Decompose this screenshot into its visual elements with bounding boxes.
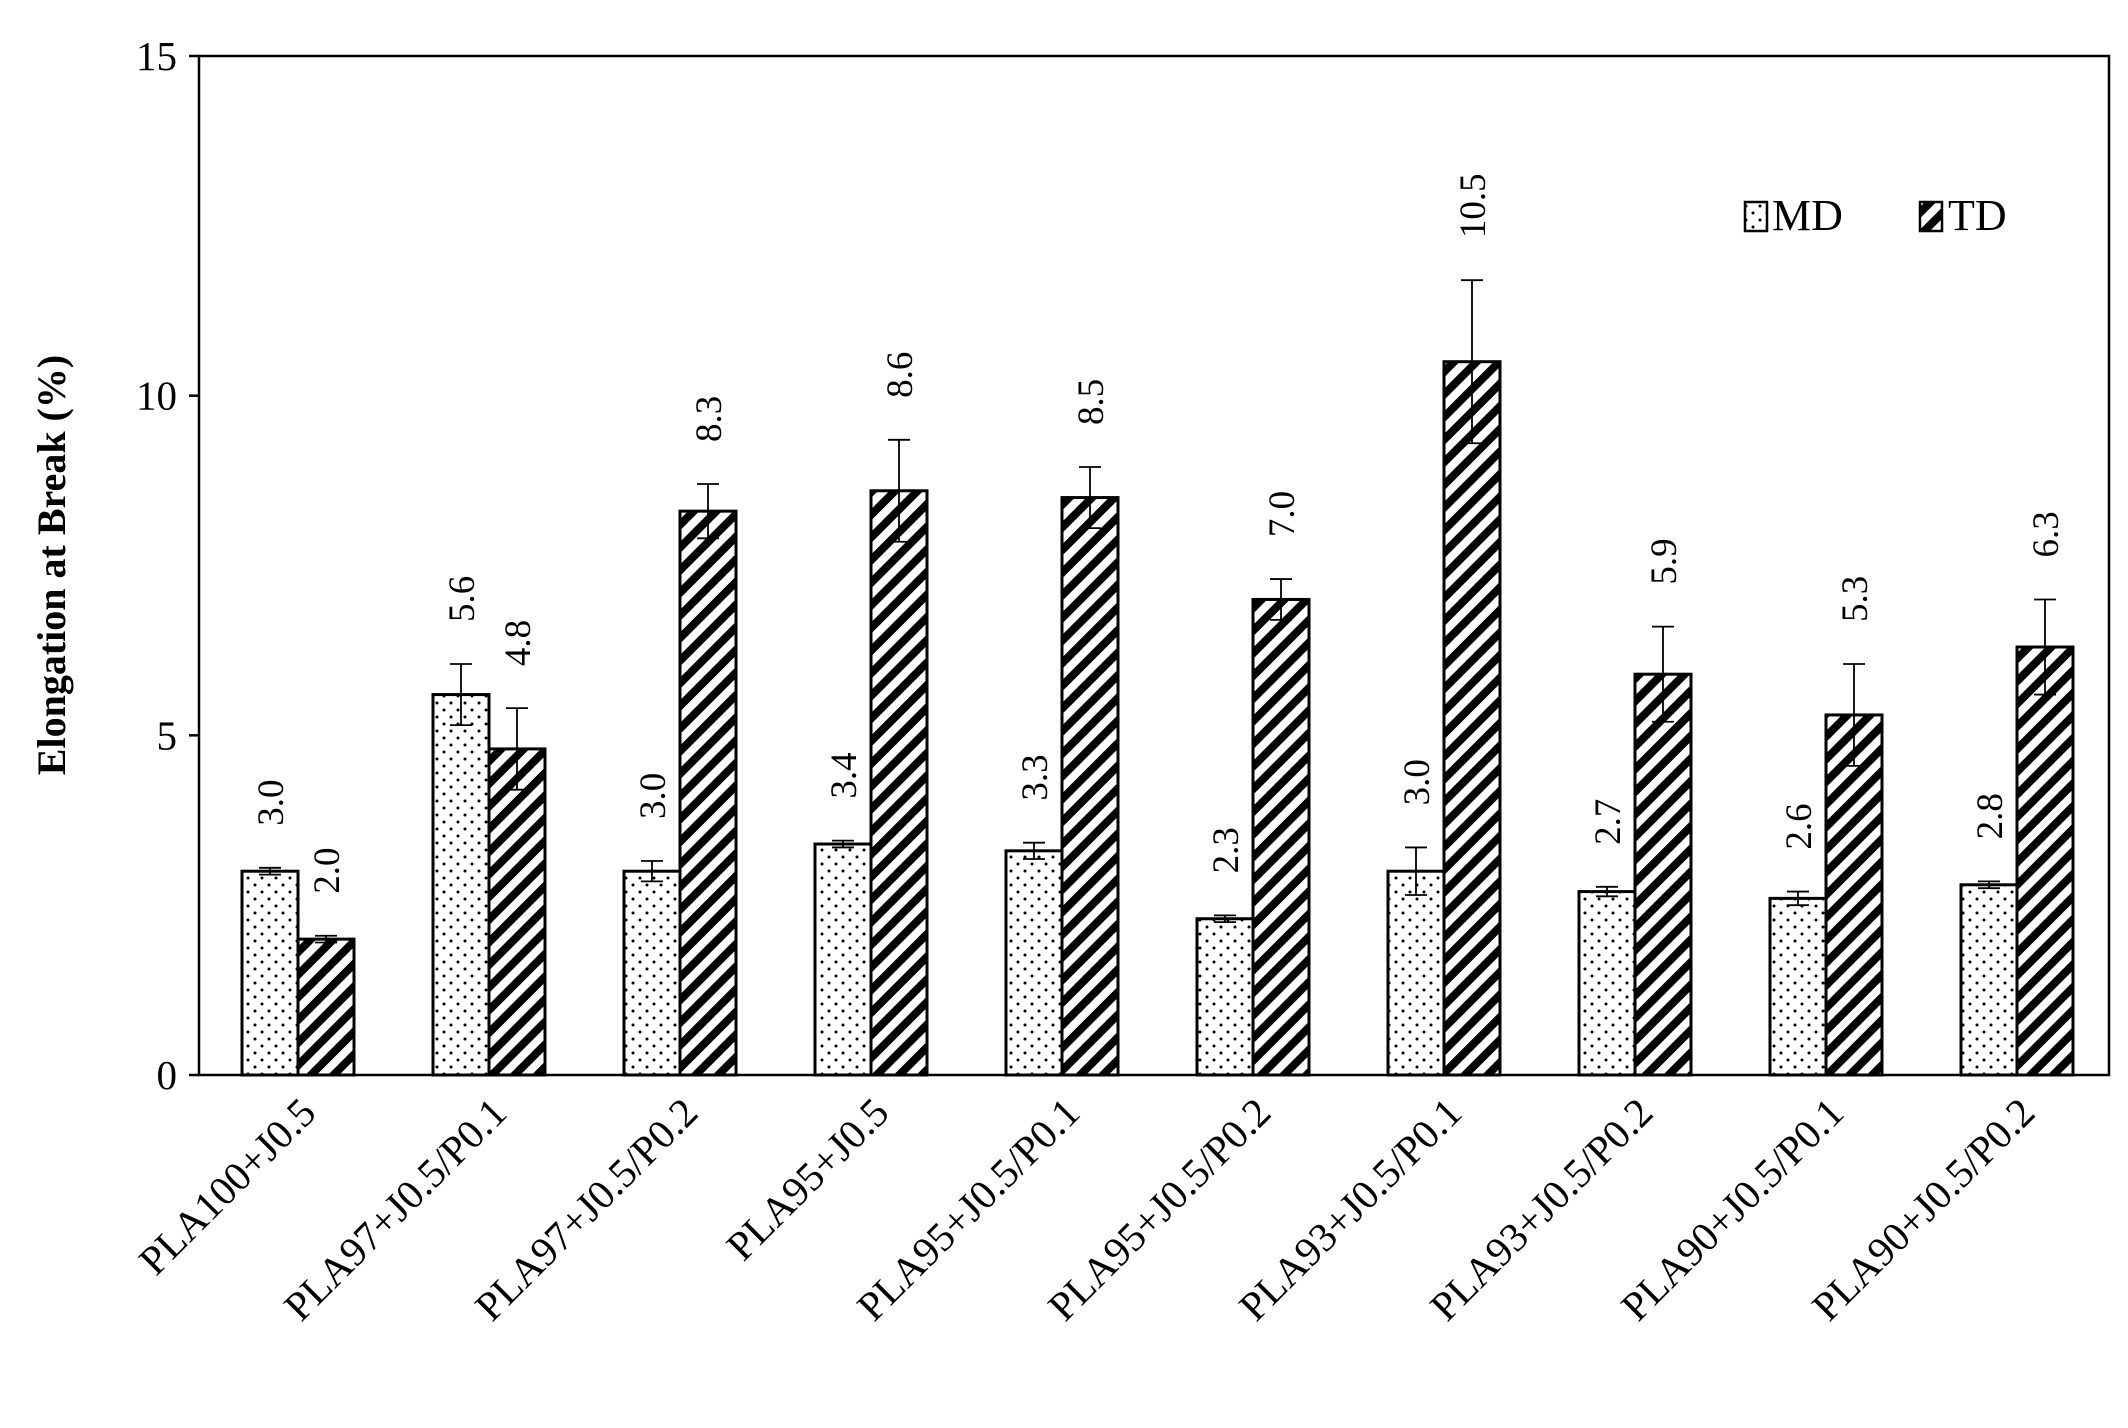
bar-td bbox=[2015, 645, 2075, 1077]
bar-md bbox=[431, 693, 491, 1077]
bar-md bbox=[622, 869, 682, 1077]
data-label-td: 5.9 bbox=[1644, 538, 1685, 584]
data-label-md: 2.8 bbox=[1970, 793, 2011, 839]
x-tick-label: PLA95+J0.5 bbox=[717, 1089, 897, 1269]
data-label-td: 6.3 bbox=[2026, 511, 2067, 557]
data-label-md: 3.0 bbox=[633, 773, 674, 819]
data-label-md: 2.6 bbox=[1779, 803, 1820, 849]
bar-td bbox=[296, 937, 356, 1077]
legend-label-td: TD bbox=[1948, 191, 2007, 240]
y-axis-label: Elongation at Break (%) bbox=[29, 355, 74, 775]
bar-md bbox=[1768, 896, 1828, 1077]
error-bars-group bbox=[259, 279, 2056, 944]
bar-td bbox=[678, 509, 738, 1077]
bar-td bbox=[1251, 597, 1311, 1077]
bar-td bbox=[869, 489, 929, 1077]
data-label-td: 8.6 bbox=[880, 352, 921, 398]
bar-md bbox=[240, 869, 300, 1077]
data-labels-group: 3.0 2.0 5.6 4.8 3.0 8.3 3.4 8.6 3.3 8.5 2.3 7.0 3.0 1… bbox=[251, 173, 2067, 893]
data-label-td: 7.0 bbox=[1262, 491, 1303, 537]
y-axis: 0 5 10 15 bbox=[136, 33, 199, 1098]
data-label-md: 5.6 bbox=[442, 576, 483, 622]
legend-label-md: MD bbox=[1772, 191, 1843, 240]
bars-group bbox=[240, 360, 2075, 1077]
bar-td bbox=[487, 747, 547, 1077]
data-label-md: 3.4 bbox=[824, 752, 865, 798]
data-label-md: 2.7 bbox=[1588, 799, 1629, 845]
legend-swatch-td bbox=[1918, 200, 1944, 233]
bar-td bbox=[1442, 360, 1502, 1077]
bar-md bbox=[1004, 849, 1064, 1077]
bar-md bbox=[813, 842, 873, 1077]
y-tick-label: 5 bbox=[157, 712, 178, 758]
y-tick-label: 15 bbox=[136, 33, 177, 79]
data-label-td: 2.0 bbox=[307, 847, 348, 893]
bar-td bbox=[1060, 496, 1120, 1077]
data-label-td: 5.3 bbox=[1835, 576, 1876, 622]
bar-td bbox=[1633, 672, 1693, 1077]
legend: MD TD bbox=[1743, 191, 2007, 240]
data-label-td: 10.5 bbox=[1453, 173, 1494, 238]
data-label-md: 3.0 bbox=[1397, 759, 1438, 805]
data-label-md: 3.0 bbox=[251, 780, 292, 826]
data-label-td: 4.8 bbox=[498, 620, 539, 666]
data-label-md: 2.3 bbox=[1206, 827, 1247, 873]
bar-md bbox=[1577, 890, 1637, 1077]
legend-swatch-md bbox=[1743, 200, 1769, 233]
data-label-td: 8.5 bbox=[1071, 379, 1112, 425]
bar-md bbox=[1386, 869, 1446, 1077]
data-label-md: 3.3 bbox=[1015, 754, 1056, 800]
x-tick-label: PLA100+J0.5 bbox=[130, 1089, 325, 1284]
bar-md bbox=[1959, 883, 2019, 1077]
bar-td bbox=[1824, 713, 1884, 1077]
y-tick-label: 10 bbox=[136, 373, 177, 419]
x-axis-tick-labels: PLA100+J0.5PLA97+J0.5/P0.1PLA97+J0.5/P0.… bbox=[130, 1089, 2044, 1330]
plot-area bbox=[197, 54, 2111, 1077]
y-tick-label: 0 bbox=[157, 1052, 178, 1098]
data-label-td: 8.3 bbox=[689, 396, 730, 442]
bar-md bbox=[1195, 917, 1255, 1077]
